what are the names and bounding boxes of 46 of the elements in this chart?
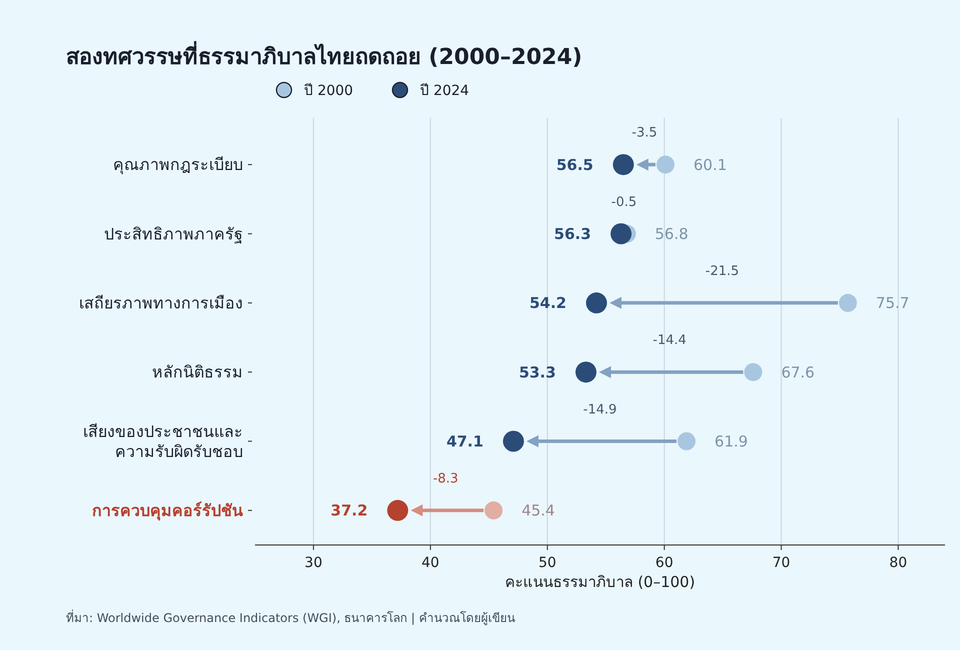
data-label: 54.2 <box>529 294 566 312</box>
point <box>612 154 634 176</box>
point <box>678 432 696 450</box>
point <box>575 362 596 383</box>
point <box>484 501 503 520</box>
point <box>387 500 408 521</box>
y-tick-label: เสียงของประชาชนและ ความรับผิดรับชอบ <box>83 422 243 461</box>
point <box>838 294 857 312</box>
legend-label: ปี 2000 <box>304 82 354 99</box>
y-tick-label: ประสิทธิภาพภาครัฐ <box>104 224 243 244</box>
annotation: -14.4 <box>652 333 686 348</box>
data-label: 67.6 <box>781 363 815 382</box>
x-axis-title: คะแนนธรรมาภิบาล (0–100) <box>504 573 696 591</box>
y-tick-label: หลักนิติธรรม <box>152 362 243 382</box>
x-tick-label: 50 <box>538 555 556 571</box>
annotation: -21.5 <box>705 264 740 279</box>
data-label: 53.3 <box>518 363 556 382</box>
data-label: 56.8 <box>654 225 688 243</box>
annotation: -14.9 <box>583 402 617 418</box>
point <box>656 156 674 174</box>
annotation: -8.3 <box>432 471 458 486</box>
chart-title: สองทศวรรษที่ธรรมาภิบาลไทยถดถอย (2000–2024) <box>66 40 582 70</box>
text: ที่มา: Worldwide Governance Indicators (WGI), ธนาคารโลก | คำนวณโดยผู้เขียน <box>66 609 515 626</box>
x-tick-label: 60 <box>655 555 674 571</box>
data-label: 37.2 <box>330 502 368 520</box>
data-label: 61.9 <box>714 432 748 450</box>
point <box>586 292 607 314</box>
annotation: -0.5 <box>611 194 637 210</box>
data-label: 60.1 <box>693 156 727 174</box>
y-tick-label: การควบคุมคอร์รัปชัน <box>92 501 243 522</box>
legend-label: ปี 2024 <box>420 82 470 99</box>
x-tick-label: 70 <box>772 555 790 571</box>
data-label: 47.1 <box>446 432 484 450</box>
y-tick-label: คุณภาพกฎระเบียบ <box>113 155 243 176</box>
data-label: 45.4 <box>522 502 555 520</box>
x-tick-label: 40 <box>422 555 440 571</box>
point <box>502 430 524 452</box>
x-tick-label: 80 <box>889 555 908 571</box>
data-label: 75.7 <box>876 294 910 312</box>
data-label: 56.3 <box>554 225 592 243</box>
data-label: 56.5 <box>556 156 594 174</box>
point <box>744 363 762 382</box>
x-tick-label: 30 <box>304 555 322 571</box>
annotation: -3.5 <box>632 126 658 141</box>
point <box>610 223 632 244</box>
y-tick-label: เสถียรภาพทางการเมือง <box>79 294 243 313</box>
